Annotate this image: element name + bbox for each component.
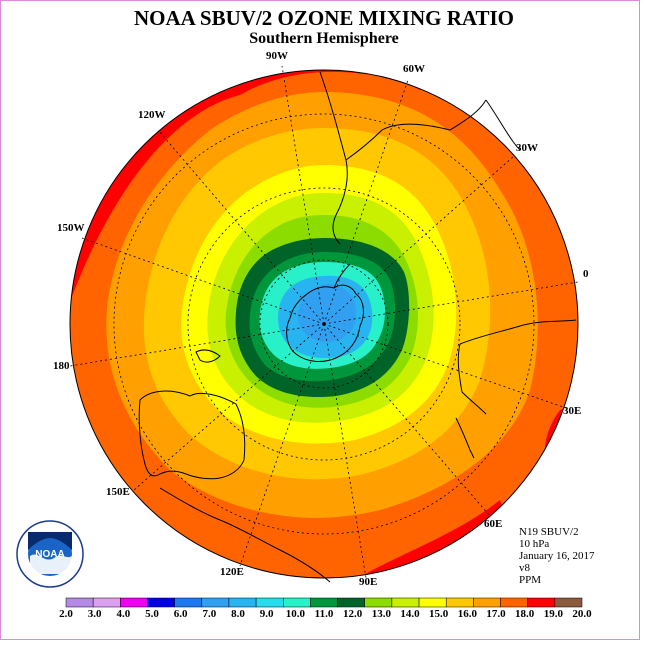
colorbar-tick-label: 5.0 [145, 608, 159, 620]
lon-label-120e: 120E [220, 566, 244, 578]
colorbar-tick-label: 9.0 [259, 608, 274, 620]
colorbar-swatch [364, 597, 393, 608]
colorbar-swatch [120, 597, 148, 608]
colorbar-swatch [310, 597, 338, 608]
colorbar-swatch [418, 597, 447, 608]
lon-label-60e: 60E [484, 518, 503, 530]
graticule [69, 65, 579, 579]
antarctic-peninsula [333, 263, 351, 289]
meridian-60e [323, 323, 491, 517]
colorbar-swatch [228, 597, 257, 608]
latitude-circle-1 [259, 259, 389, 389]
lon-label-30w: 30W [516, 142, 538, 154]
colorbar-swatch [554, 597, 583, 608]
chart-title: NOAA SBUV/2 OZONE MIXING RATIO [134, 6, 514, 30]
madagascar-coastline [455, 417, 475, 459]
latitude-circle-2 [187, 187, 461, 461]
meridian-90w [281, 65, 325, 325]
australia-coastline [138, 390, 246, 480]
map-boundary [69, 69, 579, 579]
colorbar-swatch [65, 597, 94, 608]
lon-label-90w: 90W [266, 50, 288, 62]
colorbar-swatch [283, 597, 311, 608]
colorbar-swatch [473, 597, 501, 608]
colorbar-tick-label: 7.0 [202, 608, 217, 620]
chart-subtitle: Southern Hemisphere [249, 30, 399, 47]
colorbar-swatch [147, 597, 175, 608]
africa-coastline [457, 319, 577, 415]
meridian-150e [133, 323, 325, 491]
colorbar-tick-label: 11.0 [314, 608, 334, 620]
instrument-label: N19 SBUV/2 [519, 526, 579, 538]
colorbar-swatch [527, 597, 556, 608]
version-label: v8 [519, 562, 530, 574]
lon-label-180: 180 [53, 360, 70, 372]
date-label: January 16, 2017 [519, 550, 595, 562]
colorbar-swatch [92, 597, 121, 608]
colorbar-tick-label: 4.0 [116, 608, 131, 620]
colorbar-tick-label: 15.0 [429, 608, 449, 620]
indonesia-coastline [159, 487, 331, 583]
colorbar-swatch [500, 597, 528, 608]
info-block: N19 SBUV/2 10 hPa January 16, 2017 v8 PP… [519, 526, 594, 586]
latitude-circle-3 [113, 113, 535, 535]
colorbar-tick-label: 14.0 [400, 608, 420, 620]
lon-label-90e: 90E [359, 576, 378, 588]
colorbar-swatch [201, 597, 230, 608]
figure-frame [0, 0, 640, 640]
colorbar-swatch [255, 597, 284, 608]
colorbar-swatch [391, 597, 420, 608]
colorbar-tick-label: 3.0 [87, 608, 102, 620]
logo-sky [28, 532, 72, 550]
colorbar-swatch [445, 597, 474, 608]
colorbar-tick-label: 20.0 [572, 608, 592, 620]
meridian-30w [323, 155, 515, 325]
lon-label-30e: 30E [563, 405, 582, 417]
south-america-coastline [319, 71, 521, 245]
noaa-logo: NOAA [16, 520, 84, 588]
colorbar-swatch [174, 597, 203, 608]
logo-wave [30, 554, 72, 574]
colorbar-tick-label: 2.0 [59, 608, 73, 620]
new-zealand-coastline [195, 349, 221, 363]
colorbar-tick-label: 13.0 [371, 608, 391, 620]
lon-label-150w: 150W [57, 222, 85, 234]
colorbar-tick-label: 17.0 [486, 608, 506, 620]
colorbar-tick-label: 18.0 [515, 608, 535, 620]
units-label: PPM [519, 574, 542, 586]
antarctica-coastline [286, 284, 364, 362]
lon-label-60w: 60W [403, 63, 425, 75]
lon-label-0: 0 [583, 268, 589, 280]
coastlines [138, 71, 577, 583]
colorbar-tick-label: 10.0 [285, 608, 305, 620]
meridian-60w [323, 79, 409, 325]
colorbar-tick-label: 8.0 [231, 608, 245, 620]
colorbar-tick-label: 16.0 [457, 608, 477, 620]
colorbar-tick-label: 19.0 [543, 608, 563, 620]
colorbar-tick-label: 6.0 [173, 608, 188, 620]
band-7 [298, 284, 356, 343]
colorbar-tick-label: 12.0 [343, 608, 363, 620]
colorbar-swatch [337, 597, 365, 608]
logo-text: NOAA [35, 549, 64, 560]
lon-label-150e: 150E [106, 486, 130, 498]
lon-label-120w: 120W [138, 109, 166, 121]
pressure-level-label: 10 hPa [519, 538, 550, 550]
